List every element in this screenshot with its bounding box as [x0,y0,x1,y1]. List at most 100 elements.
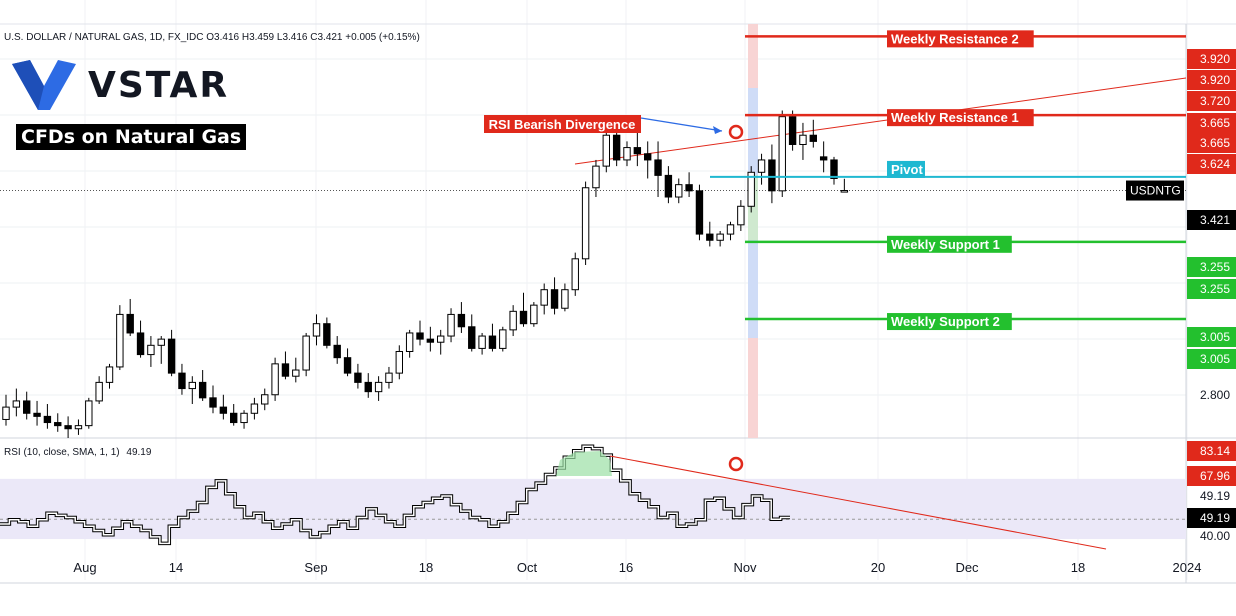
level-label: Weekly Resistance 2 [891,31,1019,46]
candle-body [581,187,590,260]
candle-body [478,335,486,349]
candle-body [623,147,631,161]
candle-body [33,412,41,417]
candle-body [592,165,600,189]
time-label: 2024 [1173,560,1202,575]
price-label: 3.720 [1200,94,1230,108]
candle-body [261,394,269,405]
candle-body [230,412,238,424]
time-label: Nov [733,560,757,575]
candle-body [737,205,745,226]
price-label-bg [1187,91,1236,111]
rsi-label-bg [1187,466,1236,486]
highlight-column-green [748,175,758,240]
rsi-line [0,445,790,545]
candles [2,110,849,438]
level-label: Weekly Resistance 1 [891,110,1019,125]
divergence-marker [728,124,744,140]
price-label: 3.005 [1200,352,1230,366]
candle-body [23,400,31,414]
candle-body [509,310,517,331]
candle-body [519,310,528,325]
level-label-bg [887,109,1034,127]
candle-body [157,338,165,346]
divergence-arrowhead [713,126,722,134]
candle-body [405,332,414,352]
candle-body [468,326,476,349]
rsi-divergence-trendline [609,455,1107,550]
candle-body [95,381,103,402]
candle-body [685,184,693,192]
candle-body [664,174,673,198]
candle-body [550,289,559,309]
trend-lines [0,77,1187,192]
candle-body [292,369,300,377]
candle-body [343,357,352,374]
cfd-badge: CFDs on Natural Gas [16,124,247,150]
level-label-bg [887,235,1012,253]
time-label: Oct [517,560,538,575]
price-label-bg [1187,279,1236,299]
candle-body [136,332,145,356]
price-label-bg [1187,257,1236,277]
rsi-axis-label: 83.14 [1200,444,1230,458]
time-label: 18 [1071,560,1085,575]
candle-body [457,313,466,328]
price-label: 3.421 [1200,213,1230,227]
candle-body [437,335,445,343]
time-label: 14 [169,560,183,575]
ohlc-values: O3.416 H3.459 L3.416 C3.421 +0.005 (+0.1… [206,32,420,43]
divergence-label: RSI Bearish Divergence [489,117,636,132]
price-label-bg [1187,349,1236,369]
candle-body [747,171,755,207]
vstar-logo-icon [12,60,76,110]
candle-body [147,344,155,356]
resistance-trendline [574,77,1187,165]
candle-body [385,372,393,383]
rsi-axis-label: 49.19 [1200,511,1230,525]
candle-body [540,289,548,306]
price-label: 3.665 [1200,116,1230,130]
rsi-title: RSI (10, close, SMA, 1, 1) [4,447,120,458]
candle-body [364,381,372,393]
level-label-bg [887,30,1034,48]
time-label: 18 [419,560,433,575]
price-label: 3.920 [1200,73,1230,87]
candle-body [840,190,849,193]
candle-body [778,116,786,192]
candle-body [654,159,662,176]
candle-body [426,338,435,343]
candle-body [250,403,259,414]
candle-body [12,400,21,408]
candle-body [602,134,610,167]
candle-body [74,425,83,430]
candle-body [116,313,124,368]
time-label: Aug [73,560,96,575]
candle-body [416,332,424,340]
candle-body [219,406,228,414]
price-label-bg [1187,49,1236,69]
candle-body [198,381,207,399]
price-label-bg [1187,113,1236,133]
time-axis: Aug 14 Sep 18 Oct 16 Nov 20 Dec 18 2024 [73,560,1201,575]
candle-body [644,153,652,161]
candle-body [768,159,776,192]
time-label: Sep [304,560,327,575]
price-label-bg [1187,210,1236,230]
candle-body [612,134,621,161]
price-label: 3.255 [1200,260,1230,274]
price-label: 3.665 [1200,136,1230,150]
candle-body [354,372,362,383]
chart-header: U.S. DOLLAR / NATURAL GAS, 1D, FX_IDC O3… [4,32,420,43]
candle-body [395,350,404,374]
candle-body [178,372,186,390]
candle-body [312,323,321,337]
symbol-line: U.S. DOLLAR / NATURAL GAS, 1D, FX_IDC [4,32,204,43]
candle-body [2,406,10,420]
candle-body [809,134,817,142]
time-label: 16 [619,560,633,575]
candle-body [43,415,52,424]
level-label-bg [887,313,1012,331]
candle-body [105,366,114,383]
